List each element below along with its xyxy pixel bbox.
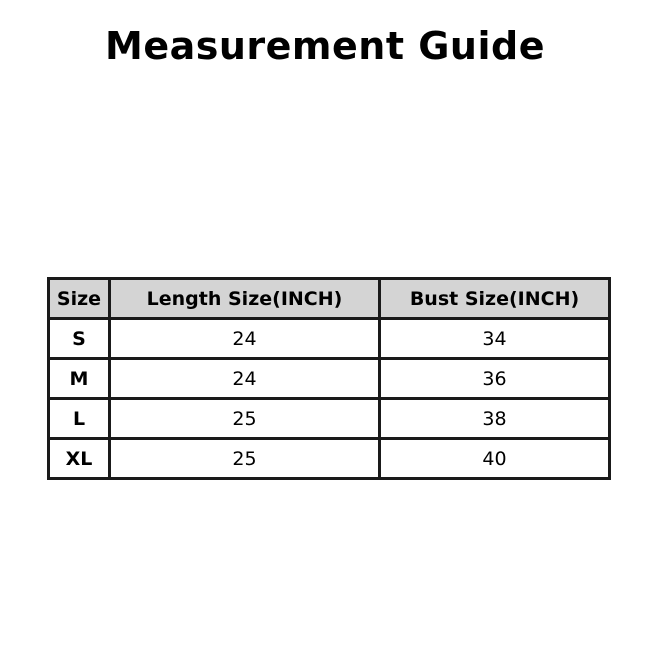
length-cell: 24	[108, 357, 381, 400]
size-cell: S	[47, 317, 111, 360]
size-cell: L	[47, 397, 111, 440]
table-row: L 25 38	[47, 397, 611, 440]
table-row: M 24 36	[47, 357, 611, 400]
length-cell: 25	[108, 397, 381, 440]
header-size: Size	[47, 277, 111, 320]
length-cell: 24	[108, 317, 381, 360]
bust-cell: 40	[378, 437, 611, 480]
table-header-row: Size Length Size(INCH) Bust Size(INCH)	[47, 277, 611, 320]
bust-cell: 34	[378, 317, 611, 360]
size-table: Size Length Size(INCH) Bust Size(INCH) S…	[47, 277, 611, 480]
size-cell: M	[47, 357, 111, 400]
table-row: XL 25 40	[47, 437, 611, 480]
page-title: Measurement Guide	[105, 24, 545, 68]
header-bust: Bust Size(INCH)	[378, 277, 611, 320]
bust-cell: 38	[378, 397, 611, 440]
size-cell: XL	[47, 437, 111, 480]
header-length: Length Size(INCH)	[108, 277, 381, 320]
table-row: S 24 34	[47, 317, 611, 360]
bust-cell: 36	[378, 357, 611, 400]
length-cell: 25	[108, 437, 381, 480]
